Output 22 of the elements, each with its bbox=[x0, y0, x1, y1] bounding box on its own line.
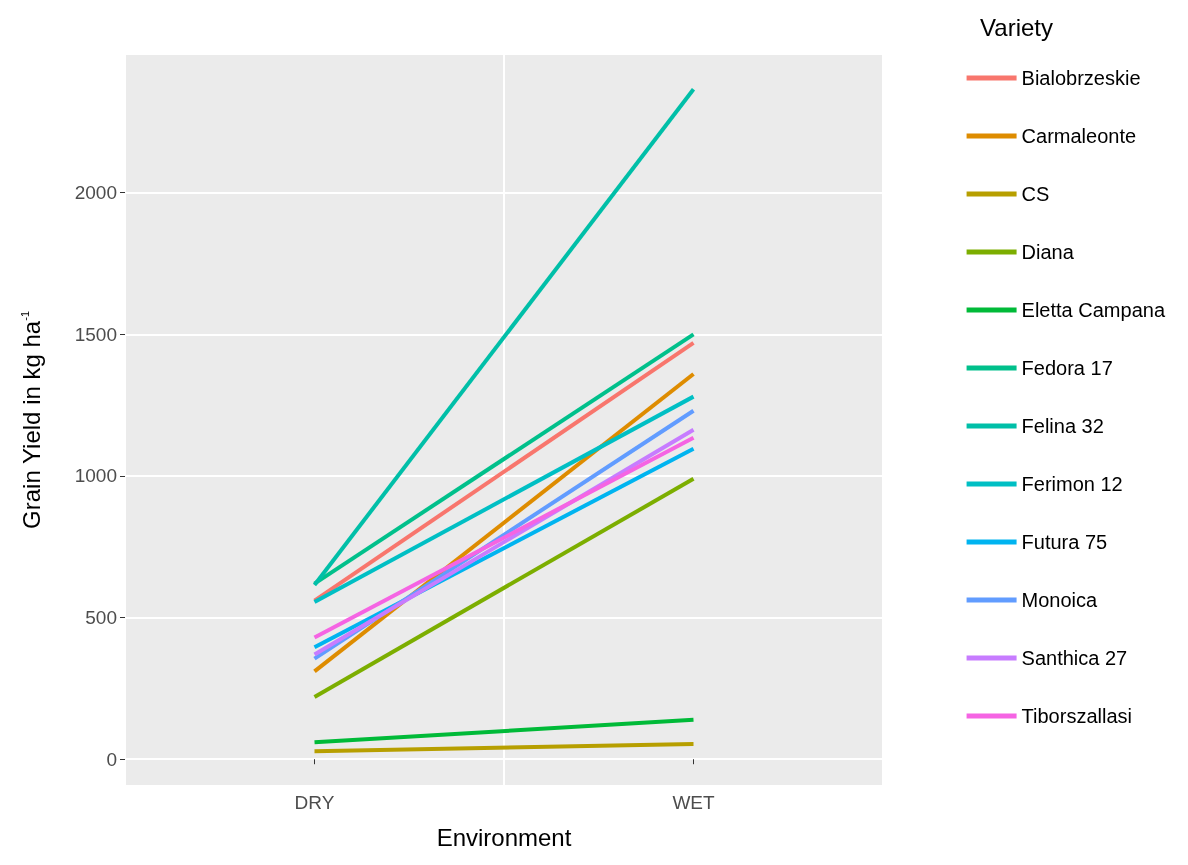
y-tick-label: 2000 bbox=[74, 182, 117, 204]
x-tick-label: DRY bbox=[294, 792, 335, 813]
legend-label: Futura 75 bbox=[1021, 531, 1108, 553]
legend-label: Tiborszallasi bbox=[1021, 705, 1132, 727]
y-tick-label: 1500 bbox=[74, 323, 117, 345]
legend-label: Bialobrzeskie bbox=[1021, 67, 1141, 89]
x-axis-title: Environment bbox=[436, 823, 572, 851]
legend-label: Ferimon 12 bbox=[1021, 473, 1123, 495]
x-tick-label: WET bbox=[672, 792, 715, 813]
legend-label: Santhica 27 bbox=[1021, 647, 1128, 669]
legend-label: Carmaleonte bbox=[1021, 125, 1137, 147]
legend-label: CS bbox=[1021, 183, 1050, 205]
legend-label: Fedora 17 bbox=[1021, 357, 1113, 379]
y-tick-label: 0 bbox=[106, 748, 117, 770]
y-axis-title: Grain Yield in kg ha-1 bbox=[17, 310, 45, 529]
y-tick-label: 1000 bbox=[74, 465, 117, 487]
legend-label: Diana bbox=[1021, 241, 1075, 263]
legend-label: Eletta Campana bbox=[1021, 299, 1166, 321]
y-tick-label: 500 bbox=[85, 607, 117, 629]
legend-label: Monoica bbox=[1021, 589, 1099, 611]
legend-title: Variety bbox=[980, 13, 1054, 41]
legend-label: Felina 32 bbox=[1021, 415, 1104, 437]
